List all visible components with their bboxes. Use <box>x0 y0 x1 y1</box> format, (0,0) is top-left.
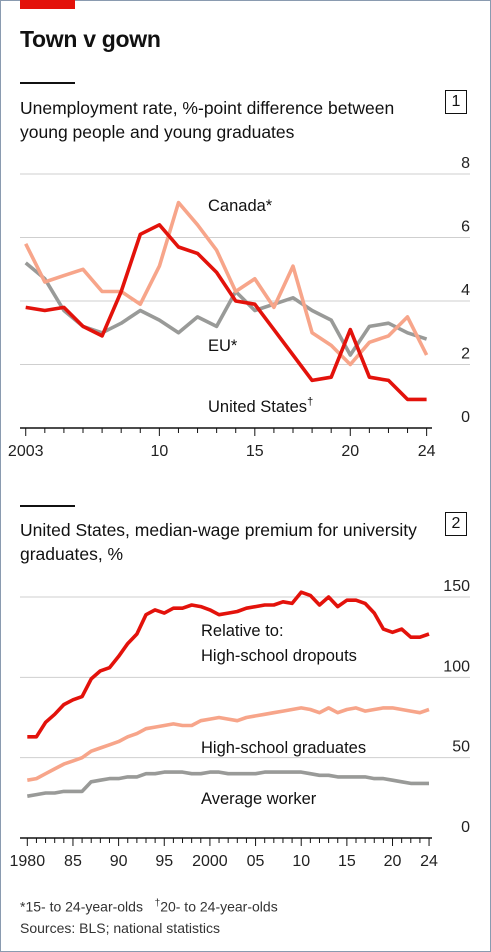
chart1-rule <box>20 82 75 84</box>
chart2-y-tick-label: 150 <box>443 578 470 595</box>
chart1-y-tick-label: 6 <box>461 219 470 236</box>
chart1-x-tick-label: 24 <box>418 443 436 460</box>
chart1-x-tick-label: 10 <box>150 443 168 460</box>
chart2-x-tick-label: 20 <box>384 853 402 870</box>
footnote-2-mark: † <box>154 898 161 909</box>
chart1-series-line-0 <box>25 223 427 402</box>
chart2-x-tick-label: 24 <box>420 853 438 870</box>
chart2-subtitle: United States, median-wage premium for u… <box>20 520 417 564</box>
sources: Sources: BLS; national statistics <box>20 920 220 936</box>
chart1-y-tick-label: 2 <box>461 346 470 363</box>
chart2-plot: 0 50 100 150 1980 85 90 95 2000 05 10 15 20 24 Relativ… <box>10 578 471 870</box>
chart1-series-label-1: Canada* <box>208 197 273 215</box>
chart2-series-line-0 <box>27 590 430 739</box>
chart2-x-tick-label: 15 <box>338 853 356 870</box>
chart2-x-tick-label: 05 <box>247 853 265 870</box>
chart2-rule <box>20 505 75 507</box>
chart2-badge: 2 <box>445 512 467 536</box>
chart2-series-line-2 <box>26 770 429 798</box>
chart1-subtitle: Unemployment rate, %-point difference be… <box>20 98 395 142</box>
chart1-y-tick-label: 0 <box>461 409 470 426</box>
chart1-x-tick-label: 2003 <box>8 443 44 460</box>
chart2-x-tick-label: 95 <box>155 853 173 870</box>
chart1-y-tick-label: 4 <box>461 282 470 299</box>
chart2-x-tick-label: 1980 <box>10 853 46 870</box>
footnote-1: *15- to 24-year-olds <box>20 898 143 915</box>
chart2-y-tick-label: 0 <box>461 819 470 836</box>
chart1-y-tick-label: 8 <box>461 155 470 172</box>
chart1-series-label-0: United States† <box>208 396 313 416</box>
chart2-x-tick-label: 90 <box>110 853 128 870</box>
page-title: Town v gown <box>20 26 161 52</box>
chart2-x-tick-label: 85 <box>64 853 82 870</box>
footnotes: *15- to 24-year-olds †20- to 24-year-old… <box>20 898 278 915</box>
chart2-series-label-1: High-school graduates <box>201 739 366 757</box>
chart1-x-tick-label: 15 <box>246 443 264 460</box>
chart1-badge: 1 <box>445 90 467 114</box>
chart2-series-label-0: Relative to: High-school dropouts <box>201 622 357 665</box>
chart1-x-tick-label: 20 <box>341 443 359 460</box>
chart2-x-tick-label: 10 <box>292 853 310 870</box>
chart2-x-tick-label: 2000 <box>192 853 228 870</box>
chart2-series-label-2: Average worker <box>201 790 317 808</box>
footnote-2: 20- to 24-year-olds <box>160 898 278 915</box>
chart2-y-tick-label: 50 <box>452 739 470 756</box>
chart2-series-line-1 <box>26 706 430 782</box>
chart1-series-label-2: EU* <box>208 337 238 355</box>
brand-tag <box>20 0 75 9</box>
chart2-y-tick-label: 100 <box>443 658 470 675</box>
